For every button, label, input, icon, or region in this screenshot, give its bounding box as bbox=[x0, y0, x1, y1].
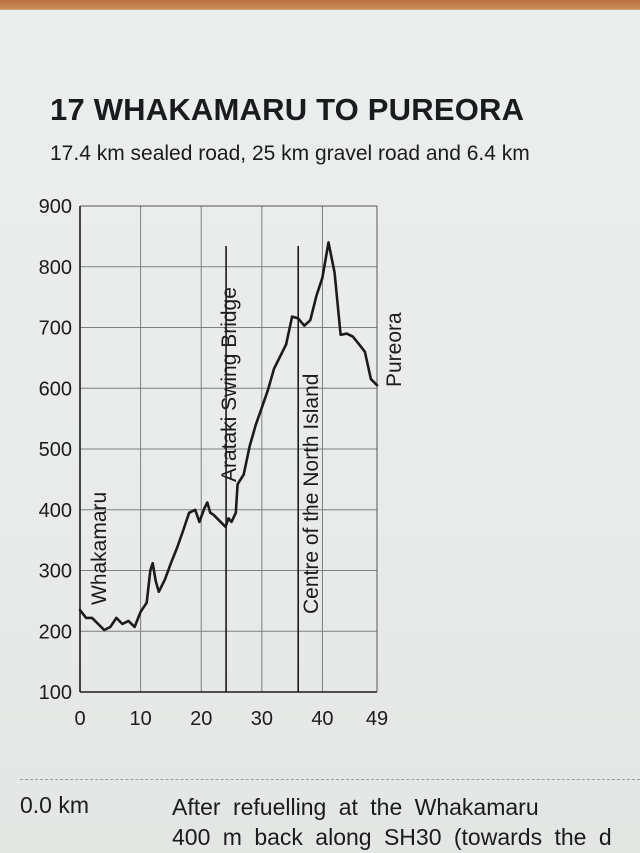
background-strip bbox=[0, 0, 640, 12]
landmark-label: Whakamaru bbox=[88, 492, 111, 605]
y-tick-label: 100 bbox=[39, 682, 72, 704]
y-tick-label: 800 bbox=[39, 257, 72, 279]
y-tick-label: 200 bbox=[39, 621, 72, 643]
route-description-line: After refuelling at the Whakamaru bbox=[172, 794, 539, 820]
page-title: 17 WHAKAMARU TO PUREORA bbox=[50, 92, 525, 127]
y-tick-label: 500 bbox=[39, 439, 72, 461]
route-description-line: 400 m back along SH30 (towards the d bbox=[172, 824, 612, 850]
y-tick-label: 900 bbox=[39, 196, 72, 218]
x-tick-label: 30 bbox=[251, 708, 273, 730]
x-tick-label: 10 bbox=[129, 708, 151, 730]
distance-marker: 0.0 km bbox=[20, 792, 90, 818]
y-tick-label: 400 bbox=[39, 500, 72, 522]
route-description: After refuelling at the Whakamaru 400 m … bbox=[172, 792, 612, 852]
landmark-label: Pureora bbox=[383, 312, 406, 387]
x-tick-label: 40 bbox=[311, 708, 333, 730]
x-tick-label: 20 bbox=[190, 708, 212, 730]
landmark-label: Centre of the North Island bbox=[300, 374, 323, 614]
page-subtitle: 17.4 km sealed road, 25 km gravel road a… bbox=[50, 142, 530, 165]
elevation-line bbox=[78, 241, 379, 632]
x-tick-label: 0 bbox=[74, 708, 85, 730]
y-tick-label: 700 bbox=[39, 318, 72, 340]
section-divider bbox=[20, 779, 640, 780]
y-tick-label: 600 bbox=[39, 378, 72, 400]
landmark-label: Arataki Swing Bridge bbox=[218, 287, 241, 482]
y-tick-label: 300 bbox=[39, 561, 72, 583]
guide-page bbox=[0, 10, 640, 853]
x-tick-label: 49 bbox=[366, 708, 388, 730]
